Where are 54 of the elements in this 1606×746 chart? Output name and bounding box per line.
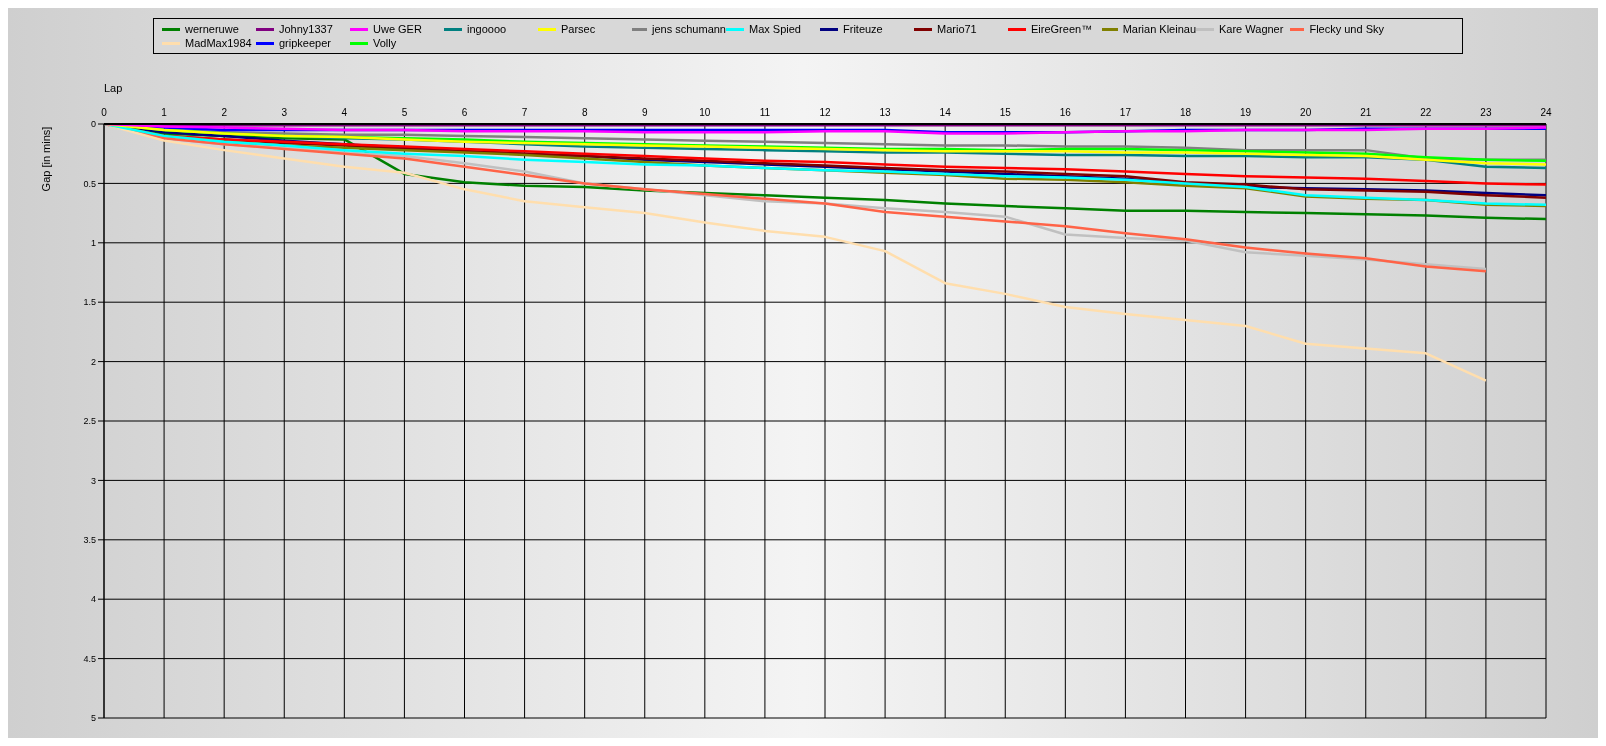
legend-label: Johny1337 — [279, 23, 333, 35]
legend-label: Mario71 — [937, 23, 977, 35]
x-tick-label: 5 — [401, 107, 408, 118]
x-tick-label: 19 — [1240, 107, 1252, 118]
x-tick-label: 23 — [1480, 107, 1492, 118]
legend-label: ingoooo — [467, 23, 507, 35]
x-tick-label: 14 — [939, 107, 952, 118]
legend-label: Flecky und Sky — [1309, 23, 1384, 35]
x-tick-label: 22 — [1420, 107, 1432, 118]
legend-label: Parsec — [561, 23, 596, 35]
x-tick-label: 21 — [1360, 107, 1372, 118]
legend-label: jens schumann — [652, 23, 726, 35]
y-tick-label: 2 — [90, 356, 96, 367]
legend-label: Marian Kleinau — [1122, 23, 1196, 35]
x-tick-label: 0 — [101, 107, 108, 118]
legend-label: MadMax1984 — [185, 37, 252, 49]
x-tick-label: 18 — [1179, 107, 1192, 118]
x-tick-label: 24 — [1540, 107, 1552, 118]
x-tick-label: 20 — [1300, 107, 1312, 118]
y-tick-label: 4 — [90, 594, 96, 605]
x-tick-label: 15 — [999, 107, 1012, 118]
x-tick-label: 13 — [879, 107, 892, 118]
legend-label: Max Spied — [749, 23, 801, 35]
legend-label: Volly — [373, 37, 397, 49]
legend-label: EireGreen™ — [1031, 23, 1093, 35]
x-axis-title: Lap — [104, 82, 123, 94]
y-tick-label: 4.5 — [83, 653, 96, 664]
x-tick-label: 7 — [521, 107, 528, 118]
y-tick-label: 1.5 — [83, 297, 96, 308]
x-tick-label: 12 — [819, 107, 831, 118]
y-tick-label: 3 — [90, 475, 96, 486]
x-tick-label: 9 — [641, 107, 648, 118]
x-tick-label: 17 — [1119, 107, 1132, 118]
y-tick-label: 2.5 — [83, 416, 96, 427]
x-tick-label: 6 — [461, 107, 468, 118]
y-axis-title: Gap [in mins] — [40, 126, 52, 192]
x-tick-label: 1 — [161, 107, 168, 118]
y-tick-label: 0 — [90, 119, 96, 130]
x-tick-label: 2 — [221, 107, 228, 118]
x-tick-label: 3 — [281, 107, 288, 118]
y-tick-label: 3.5 — [83, 534, 96, 545]
legend-label: gripkeeper — [279, 37, 331, 49]
legend-label: Friteuze — [843, 23, 883, 35]
x-tick-label: 16 — [1059, 107, 1072, 118]
legend-label: Kare Wagner — [1219, 23, 1284, 35]
legend-label: Uwe GER — [373, 23, 422, 35]
y-tick-label: 0.5 — [83, 178, 96, 189]
x-tick-label: 10 — [699, 107, 711, 118]
legend-label: werneruwe — [185, 23, 239, 35]
y-tick-label: 5 — [90, 713, 96, 724]
x-tick-label: 11 — [759, 107, 771, 118]
x-tick-label: 8 — [581, 107, 588, 118]
y-tick-label: 1 — [90, 238, 96, 248]
x-tick-label: 4 — [341, 107, 348, 118]
